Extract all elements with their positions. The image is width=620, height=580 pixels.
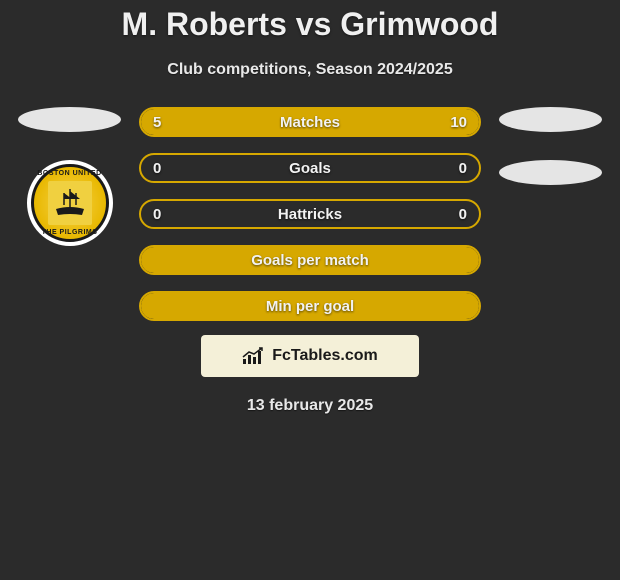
source-badge: FcTables.com bbox=[201, 335, 419, 377]
stat-bars: 5 Matches 10 0 Goals 0 0 Hattricks 0 Goals per ma… bbox=[139, 107, 481, 321]
page-subtitle: Club competitions, Season 2024/2025 bbox=[0, 61, 620, 79]
stat-label: Hattricks bbox=[278, 206, 342, 223]
player-photo-placeholder-left bbox=[18, 107, 121, 132]
player-photo-placeholder-right bbox=[499, 107, 602, 132]
stat-label: Matches bbox=[280, 114, 340, 131]
stat-bar: 5 Matches 10 bbox=[139, 107, 481, 137]
stat-label: Min per goal bbox=[266, 298, 354, 315]
stat-value-left: 0 bbox=[153, 160, 161, 177]
crest-text-top: BOSTON UNITED bbox=[37, 170, 101, 177]
date-label: 13 february 2025 bbox=[0, 397, 620, 415]
body-row: BOSTON UNITED THE PILGRIMS 5 Matches 10 0 Go… bbox=[0, 107, 620, 321]
stat-bar: 0 Goals 0 bbox=[139, 153, 481, 183]
source-label: FcTables.com bbox=[272, 347, 378, 365]
stat-bar: Min per goal bbox=[139, 291, 481, 321]
crest-ship-icon bbox=[48, 181, 92, 225]
left-side: BOSTON UNITED THE PILGRIMS bbox=[18, 107, 121, 246]
stat-label: Goals per match bbox=[251, 252, 369, 269]
club-badge-placeholder-right bbox=[499, 160, 602, 185]
club-badge-left: BOSTON UNITED THE PILGRIMS bbox=[27, 160, 113, 246]
bar-chart-icon bbox=[242, 347, 266, 365]
stat-value-right: 0 bbox=[459, 160, 467, 177]
stat-value-right: 10 bbox=[450, 114, 467, 131]
stat-bar: 0 Hattricks 0 bbox=[139, 199, 481, 229]
comparison-container: M. Roberts vs Grimwood Club competitions… bbox=[0, 0, 620, 415]
stat-bar: Goals per match bbox=[139, 245, 481, 275]
page-title: M. Roberts vs Grimwood bbox=[0, 6, 620, 43]
right-side bbox=[499, 107, 602, 185]
stat-value-right: 0 bbox=[459, 206, 467, 223]
boston-united-crest: BOSTON UNITED THE PILGRIMS bbox=[31, 164, 109, 242]
stat-value-left: 0 bbox=[153, 206, 161, 223]
stat-value-left: 5 bbox=[153, 114, 161, 131]
crest-text-bottom: THE PILGRIMS bbox=[42, 229, 98, 236]
stat-label: Goals bbox=[289, 160, 331, 177]
